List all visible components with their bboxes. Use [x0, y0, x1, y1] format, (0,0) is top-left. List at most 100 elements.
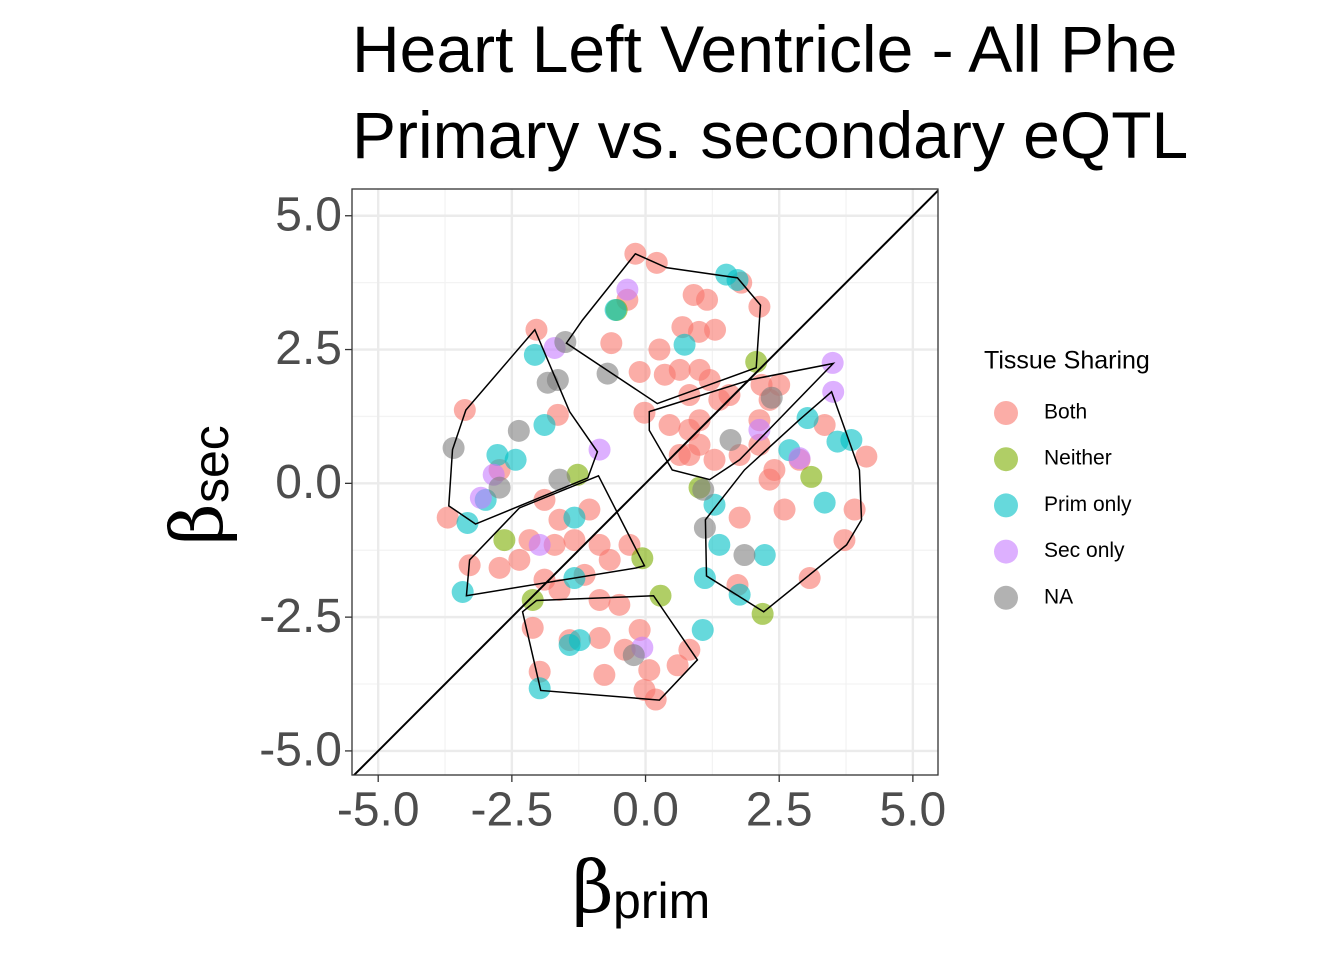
point — [563, 529, 586, 552]
point — [758, 468, 781, 491]
point — [753, 544, 776, 567]
point — [436, 506, 459, 529]
point — [658, 414, 681, 437]
point — [673, 333, 696, 356]
legend-swatch — [994, 539, 1018, 564]
x-tick-label: 0.0 — [612, 784, 679, 837]
point — [604, 298, 627, 321]
cluster-hull — [565, 252, 762, 405]
point — [596, 362, 619, 385]
point — [788, 447, 811, 470]
legend-label: Sec only — [1044, 539, 1125, 562]
point — [800, 465, 823, 488]
point — [588, 589, 611, 612]
point — [533, 488, 556, 511]
point — [688, 409, 711, 432]
point — [504, 448, 527, 471]
point — [600, 332, 623, 355]
point — [733, 544, 756, 567]
point — [563, 506, 586, 529]
y-tick-label: 0.0 — [275, 456, 342, 509]
point — [692, 478, 715, 501]
x-tick-label: -5.0 — [337, 784, 420, 837]
point — [796, 407, 819, 430]
cluster-hull — [704, 390, 863, 613]
point — [649, 584, 672, 607]
point — [696, 288, 719, 311]
x-label-subscript: prim — [613, 873, 710, 929]
point — [528, 533, 551, 556]
x-axis-label: β prim — [572, 845, 710, 929]
point — [608, 593, 631, 616]
point — [693, 567, 716, 590]
point — [488, 476, 511, 499]
point — [456, 511, 479, 534]
x-label-symbol: β — [572, 845, 614, 929]
y-tick-label: 5.0 — [275, 188, 342, 241]
point — [488, 556, 511, 579]
point — [833, 529, 856, 552]
cluster-hull — [465, 474, 646, 597]
y-tick-label: -2.5 — [259, 590, 342, 643]
x-tick-label: 5.0 — [880, 784, 947, 837]
point — [773, 498, 796, 521]
point — [813, 491, 836, 514]
x-tick-label: 2.5 — [746, 784, 813, 837]
point — [558, 633, 581, 656]
point — [798, 567, 821, 590]
chart-title: Primary vs. secondary eQTL — [352, 98, 1188, 172]
point — [666, 654, 689, 677]
point — [633, 678, 656, 701]
point — [588, 626, 611, 649]
point — [708, 533, 731, 556]
point — [533, 414, 556, 437]
y-axis-label: β sec — [155, 425, 239, 545]
point — [671, 316, 694, 339]
point — [748, 418, 771, 441]
point — [813, 414, 836, 437]
point — [451, 580, 474, 603]
y-tick-label: 2.5 — [275, 322, 342, 375]
point — [469, 486, 492, 509]
point — [843, 498, 866, 521]
legend-label: Neither — [1044, 447, 1112, 470]
point — [548, 468, 571, 491]
cluster-hull — [521, 594, 699, 701]
point — [840, 428, 863, 451]
point — [703, 493, 726, 516]
point — [622, 644, 645, 667]
legend: Tissue Sharing Both Neither Prim only Sec o… — [984, 347, 1150, 610]
point — [703, 448, 726, 471]
chart-title: Heart Left Ventricle - All Phe — [352, 12, 1177, 86]
legend-title: Tissue Sharing — [984, 347, 1150, 375]
y-tick-label: -5.0 — [259, 724, 342, 777]
point — [760, 386, 783, 409]
point — [822, 380, 845, 403]
point — [691, 618, 714, 641]
point — [688, 320, 711, 343]
point — [533, 568, 556, 591]
point — [631, 547, 654, 570]
point — [698, 369, 721, 392]
legend-swatch — [994, 401, 1018, 425]
legend-label: Both — [1044, 401, 1087, 424]
legend-swatch — [994, 585, 1018, 610]
y-label-subscript: sec — [183, 425, 239, 503]
point — [638, 659, 661, 682]
point — [546, 369, 569, 392]
reference-line — [352, 189, 938, 775]
y-label-symbol: β — [155, 503, 239, 545]
point — [593, 663, 616, 686]
point — [486, 443, 509, 466]
point — [719, 428, 742, 451]
point — [668, 358, 691, 381]
point — [855, 445, 878, 468]
point — [633, 401, 656, 424]
point — [616, 278, 639, 301]
point — [528, 660, 551, 683]
point — [588, 438, 611, 461]
legend-label: NA — [1044, 585, 1073, 608]
point — [728, 506, 751, 529]
